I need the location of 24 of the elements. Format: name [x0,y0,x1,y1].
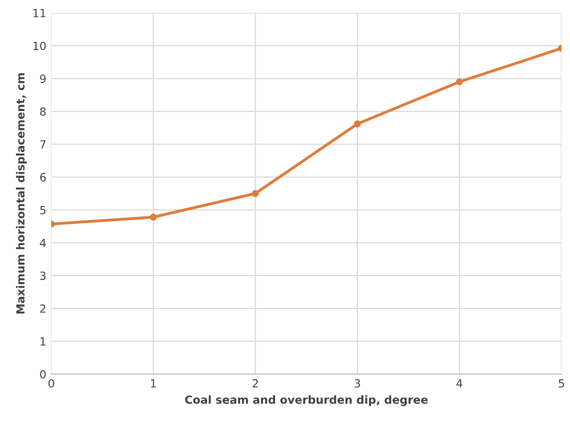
y-tick-label: 6 [40,173,46,182]
y-tick-label: 1 [40,337,46,346]
y-tick-label: 7 [40,140,46,148]
x-tick-label: 3 [354,379,360,388]
x-axis-title: Coal seam and overburden dip, degree [185,395,428,406]
x-tick-label: 2 [252,379,258,388]
y-axis-title: Maximum horizontal displacement, cm [16,73,27,314]
x-tick-label: 4 [456,379,462,388]
y-tick-label: 4 [40,238,46,247]
x-tick-label: 0 [48,379,54,388]
x-tick-label: 1 [151,379,156,388]
point [456,78,463,86]
x-tick-label: 5 [558,379,564,388]
point [150,214,157,221]
y-tick-label: 8 [40,107,46,116]
y-tick-label: 11 [34,9,46,18]
y-tick-label: 0 [40,370,46,378]
point [252,190,259,197]
y-tick-label: 5 [40,206,46,214]
y-tick-label: 9 [40,74,46,83]
point [354,120,361,128]
y-tick-label: 10 [34,42,46,50]
y-tick-label: 2 [40,304,46,313]
y-tick-label: 3 [40,272,46,280]
